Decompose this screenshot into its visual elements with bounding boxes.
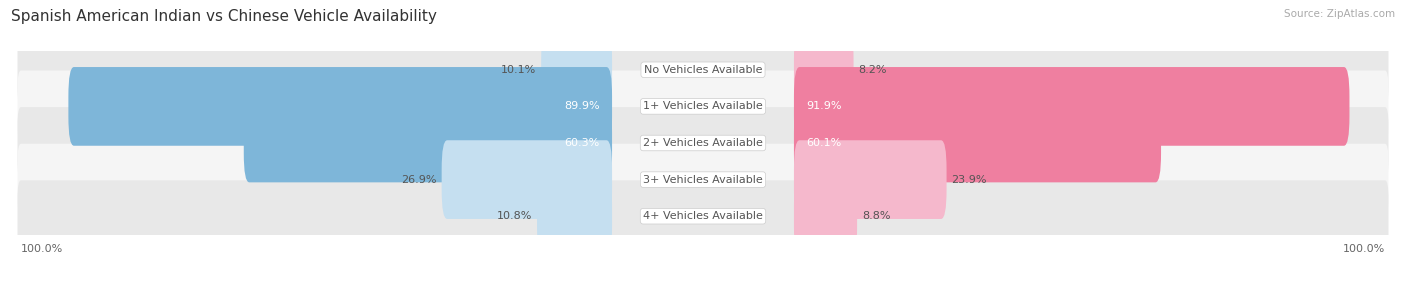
Text: Source: ZipAtlas.com: Source: ZipAtlas.com — [1284, 9, 1395, 19]
FancyBboxPatch shape — [794, 30, 853, 109]
FancyBboxPatch shape — [794, 67, 1350, 146]
Text: 1+ Vehicles Available: 1+ Vehicles Available — [643, 102, 763, 111]
Text: 2+ Vehicles Available: 2+ Vehicles Available — [643, 138, 763, 148]
Text: 91.9%: 91.9% — [807, 102, 842, 111]
FancyBboxPatch shape — [794, 177, 858, 256]
FancyBboxPatch shape — [17, 144, 1389, 215]
Text: 10.1%: 10.1% — [501, 65, 536, 75]
Text: 8.2%: 8.2% — [859, 65, 887, 75]
FancyBboxPatch shape — [243, 104, 612, 182]
Text: 60.1%: 60.1% — [807, 138, 842, 148]
FancyBboxPatch shape — [794, 104, 1161, 182]
FancyBboxPatch shape — [441, 140, 612, 219]
FancyBboxPatch shape — [537, 177, 612, 256]
Text: 23.9%: 23.9% — [952, 175, 987, 184]
Text: 60.3%: 60.3% — [564, 138, 599, 148]
Text: 89.9%: 89.9% — [564, 102, 599, 111]
FancyBboxPatch shape — [17, 34, 1389, 106]
Text: 100.0%: 100.0% — [21, 244, 63, 254]
FancyBboxPatch shape — [17, 180, 1389, 252]
Text: 100.0%: 100.0% — [1343, 244, 1385, 254]
Text: 4+ Vehicles Available: 4+ Vehicles Available — [643, 211, 763, 221]
FancyBboxPatch shape — [69, 67, 612, 146]
Text: 3+ Vehicles Available: 3+ Vehicles Available — [643, 175, 763, 184]
Text: Spanish American Indian vs Chinese Vehicle Availability: Spanish American Indian vs Chinese Vehic… — [11, 9, 437, 23]
Text: 26.9%: 26.9% — [401, 175, 437, 184]
Text: 10.8%: 10.8% — [496, 211, 533, 221]
FancyBboxPatch shape — [17, 107, 1389, 179]
Text: 8.8%: 8.8% — [862, 211, 890, 221]
FancyBboxPatch shape — [17, 71, 1389, 142]
FancyBboxPatch shape — [541, 30, 612, 109]
FancyBboxPatch shape — [794, 140, 946, 219]
Text: No Vehicles Available: No Vehicles Available — [644, 65, 762, 75]
